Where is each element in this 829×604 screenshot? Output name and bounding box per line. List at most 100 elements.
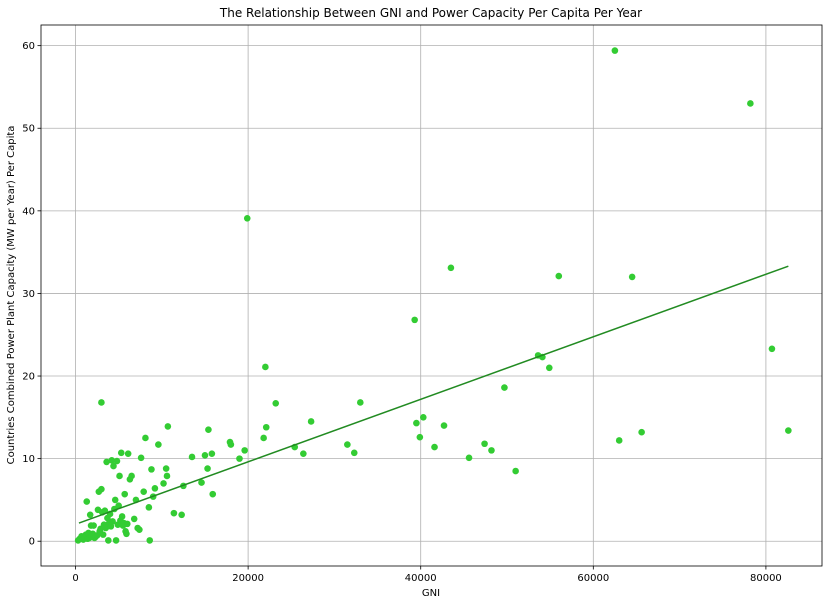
grid-lines [41,25,822,566]
x-tick-label: 80000 [750,573,782,584]
data-point [162,465,170,472]
data-point [262,363,269,371]
data-point [227,441,235,448]
y-tick-label: 40 [22,206,35,217]
data-point [107,523,115,530]
data-point [416,433,424,441]
data-point [130,515,138,523]
data-point [357,399,364,406]
data-point [118,513,126,520]
x-tick-label: 60000 [577,573,609,584]
data-point [262,423,270,431]
data-point [108,456,116,464]
data-point [116,472,123,480]
trend-line [78,265,789,524]
data-points [74,47,792,544]
data-point [123,520,131,528]
data-point [488,447,495,454]
x-tick-label: 40000 [405,573,437,584]
data-point [160,480,167,487]
data-point [103,458,110,466]
data-point [243,214,251,222]
data-point [300,450,307,457]
data-point [170,509,178,517]
data-point [109,518,116,525]
y-tick-label: 20 [22,372,35,383]
data-point [128,472,135,480]
data-point [148,466,155,473]
data-point [260,434,267,442]
plot-area [41,25,822,566]
x-tick-label: 20000 [232,573,264,584]
data-point [208,450,216,457]
data-point [155,441,162,448]
data-point [785,427,792,434]
data-point [121,490,129,498]
data-point [201,452,209,459]
data-point [140,488,147,495]
data-point [111,496,119,504]
data-point [628,273,636,281]
data-point [124,450,132,457]
y-tick-label: 0 [29,537,35,548]
data-point [99,531,107,538]
data-point [142,434,149,442]
data-point [205,426,212,434]
data-point [350,449,358,457]
data-point [112,537,120,544]
data-point [512,467,519,475]
data-point [123,530,130,538]
data-point [411,316,418,324]
data-point [241,447,248,454]
y-tick-label: 30 [22,289,35,300]
data-point [747,100,754,107]
data-point [204,465,211,472]
data-point [136,526,143,533]
chart-title: The Relationship Between GNI and Power C… [219,6,642,20]
data-point [83,498,91,505]
data-point [638,428,645,436]
y-tick-label: 10 [22,454,35,465]
x-axis-label: GNI [422,588,440,599]
data-point [447,264,455,272]
data-point [420,414,427,421]
data-point [209,490,217,498]
data-point [768,345,776,353]
y-tick-label: 50 [22,124,35,135]
data-point [440,422,448,429]
data-point [110,462,117,470]
data-point [555,272,563,280]
data-point [113,457,121,465]
data-point [178,511,185,519]
x-tick-label: 0 [72,573,78,584]
data-point [465,454,473,462]
data-point [86,511,94,519]
data-point [137,454,145,462]
data-point [272,399,280,407]
axes-frame [40,24,823,567]
data-point [236,455,243,462]
y-tick-label: 60 [22,41,35,52]
data-point [163,472,171,480]
data-point [481,440,488,448]
data-point [98,485,105,493]
y-axis-label: Countries Combined Power Plant Capacity … [6,126,17,465]
data-point [545,364,553,372]
data-point [344,441,351,448]
data-point [431,443,438,451]
data-point [164,423,172,430]
axis-ticks: 0 20000 40000 60000 80000 0 10 20 30 40 50 60 [22,41,782,584]
data-point [413,419,420,427]
data-point [188,453,196,461]
data-point [145,504,153,511]
data-point [611,47,619,54]
data-point [198,479,205,486]
data-point [117,449,125,457]
data-point [98,399,105,406]
data-point [307,418,315,425]
data-point [105,537,112,544]
data-point [102,524,110,532]
data-point [146,537,154,544]
data-point [615,437,623,444]
